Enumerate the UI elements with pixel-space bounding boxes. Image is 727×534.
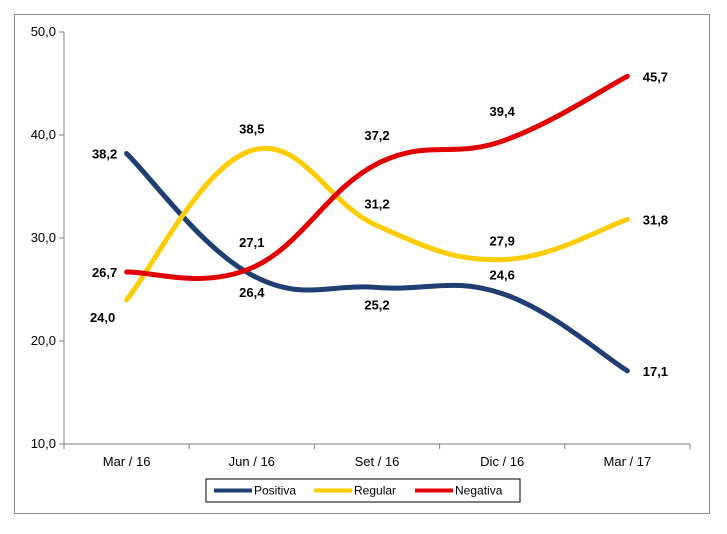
series-line-negativa	[124, 73, 630, 281]
data-label-negativa: 37,2	[364, 128, 389, 143]
data-label-negativa: 39,4	[490, 104, 516, 119]
data-label-negativa: 45,7	[643, 69, 668, 84]
data-label-positiva: 25,2	[364, 297, 389, 312]
x-tick-label: Jun / 16	[229, 454, 275, 469]
data-label-regular: 31,2	[364, 197, 389, 212]
series-line-positiva	[124, 151, 630, 374]
axes: 10,0 20,0 30,0 40,0 50,0 Mar / 16 Jun / 16 Set …	[31, 24, 691, 469]
y-tick-label: 50,0	[31, 24, 56, 39]
legend-label-positiva: Positiva	[254, 484, 296, 498]
data-label-negativa: 26,7	[92, 265, 117, 280]
x-tick-label: Set / 16	[355, 454, 400, 469]
legend: Positiva Regular Negativa	[205, 478, 521, 503]
y-tick-label: 20,0	[31, 333, 56, 348]
y-tick-label: 30,0	[31, 230, 56, 245]
x-tick-label: Mar / 16	[103, 454, 151, 469]
data-label-regular: 38,5	[239, 121, 264, 136]
data-label-negativa: 27,1	[239, 235, 264, 250]
y-tick-label: 10,0	[31, 436, 56, 451]
x-tick-label: Mar / 17	[604, 454, 652, 469]
series-line-regular	[124, 145, 630, 303]
data-label-regular: 27,9	[490, 234, 515, 249]
data-label-positiva: 24,6	[490, 268, 515, 283]
x-tick-label: Dic / 16	[480, 454, 524, 469]
data-labels: 38,2 26,4 25,2 24,6 17,1 24,0 38,5 31,2 27,9 31,8…	[90, 69, 668, 379]
data-label-regular: 24,0	[90, 310, 115, 325]
y-tick-label: 40,0	[31, 127, 56, 142]
legend-box	[205, 478, 521, 503]
data-label-positiva: 38,2	[92, 147, 117, 162]
legend-label-negativa: Negativa	[455, 484, 503, 498]
legend-label-regular: Regular	[354, 484, 396, 498]
data-label-regular: 31,8	[643, 212, 668, 227]
series-lines	[124, 73, 630, 374]
data-label-positiva: 26,4	[239, 285, 265, 300]
data-label-positiva: 17,1	[643, 364, 668, 379]
